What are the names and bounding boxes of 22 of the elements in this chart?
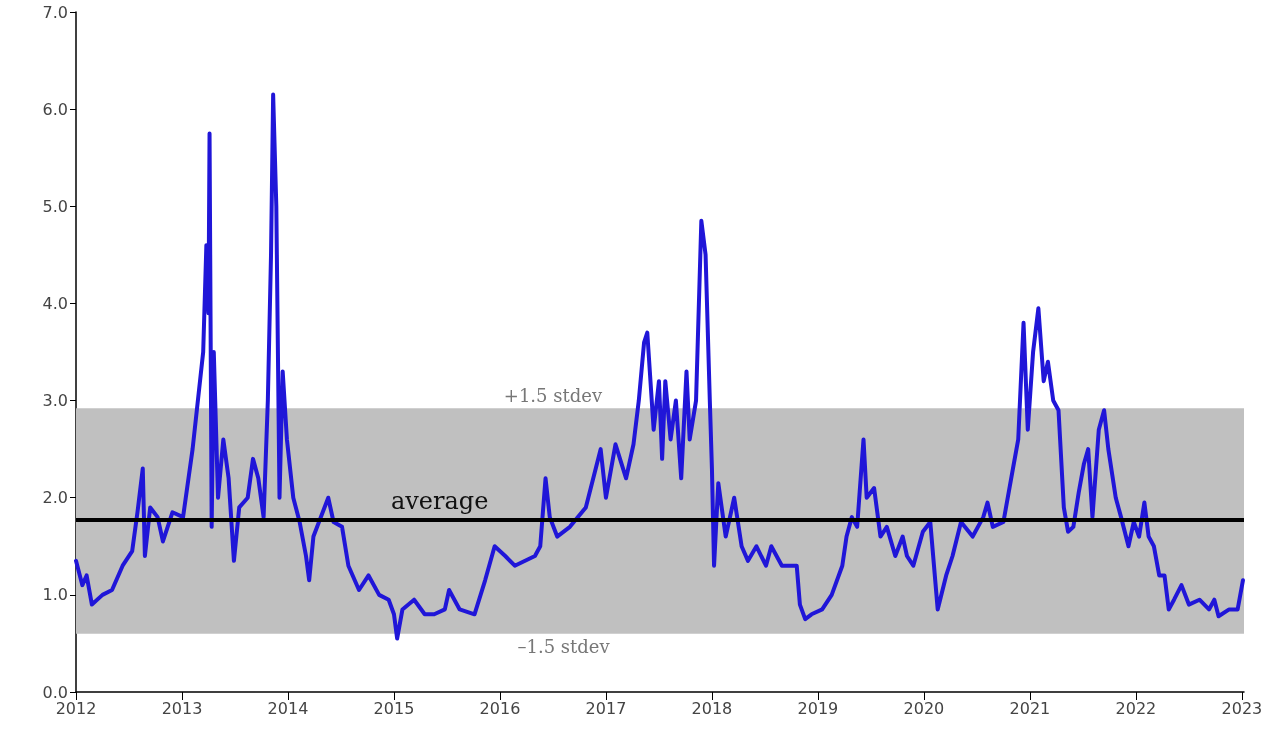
annotation: +1.5 stdev	[503, 384, 603, 406]
y-tick-label: 1.0	[42, 585, 68, 605]
x-tick-label: 2019	[797, 698, 839, 718]
x-tick-label: 2021	[1009, 698, 1051, 718]
x-tick-label: 2022	[1115, 698, 1157, 718]
annotation: –1.5 stdev	[517, 636, 611, 658]
ref-line-label: average	[391, 487, 489, 516]
y-tick-label: 7.0	[42, 2, 68, 22]
y-tick-label: 5.0	[42, 196, 68, 216]
y-tick-label: 3.0	[42, 391, 68, 411]
y-tick-label: 6.0	[42, 99, 68, 119]
x-tick-label: 2016	[479, 698, 521, 718]
x-tick-label: 2013	[161, 698, 203, 718]
x-tick-label: 2023	[1221, 698, 1263, 718]
x-tick-label: 2017	[585, 698, 627, 718]
y-tick-label: 2.0	[42, 488, 68, 508]
x-tick-label: 2014	[267, 698, 309, 718]
x-tick-label: 2020	[903, 698, 945, 718]
y-tick-label: 4.0	[42, 293, 68, 313]
x-tick-label: 2015	[373, 698, 415, 718]
x-tick-label: 2018	[691, 698, 733, 718]
line-series	[74, 92, 1245, 641]
